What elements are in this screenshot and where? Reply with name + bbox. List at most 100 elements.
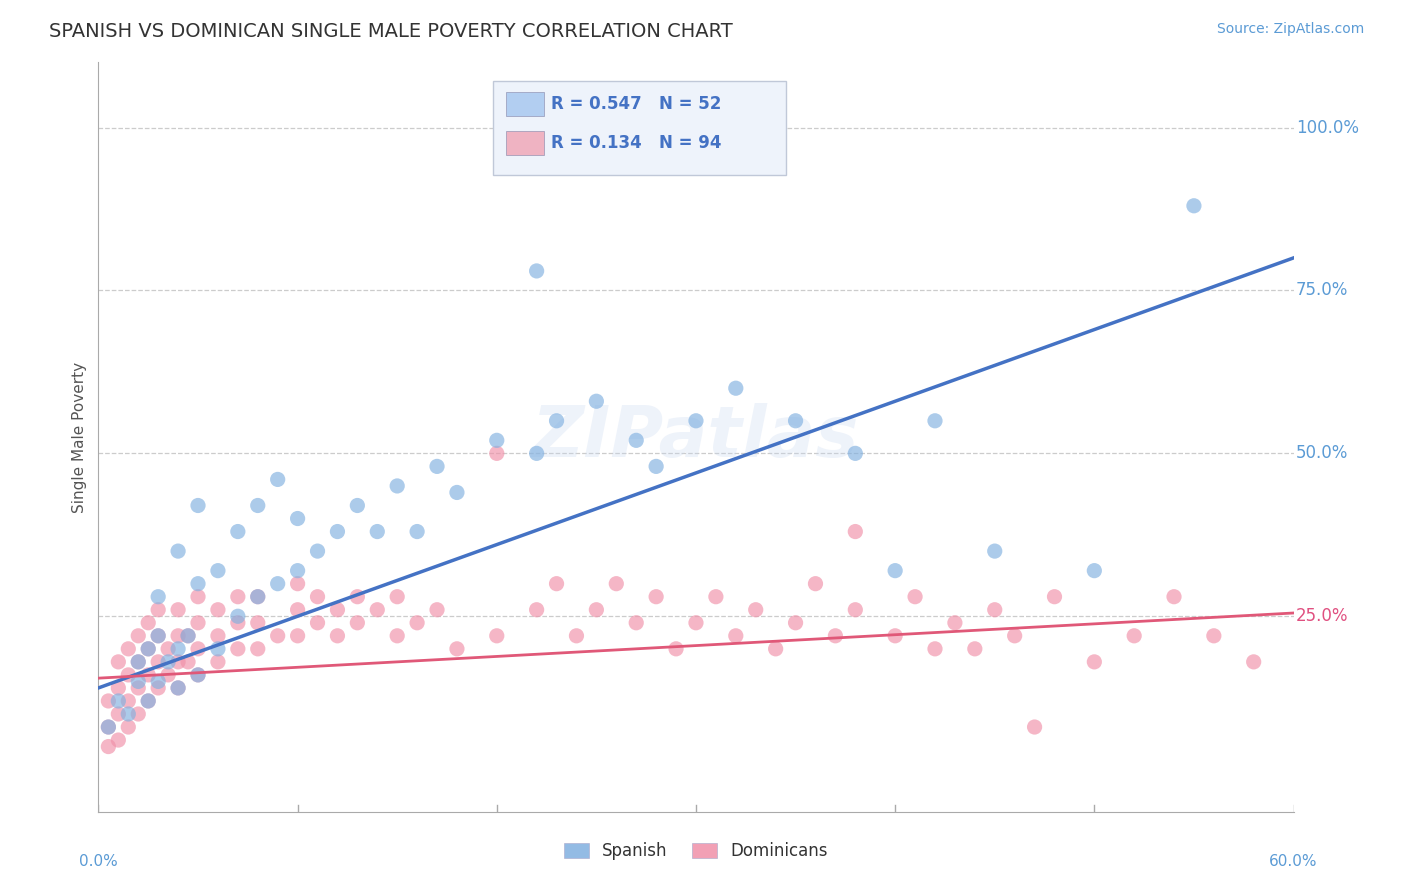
Point	[127, 706, 149, 721]
Point	[107, 681, 129, 695]
Text: R = 0.547   N = 52: R = 0.547 N = 52	[551, 95, 721, 112]
Point	[406, 615, 429, 630]
Point	[1083, 655, 1105, 669]
Point	[884, 564, 907, 578]
Point	[585, 394, 607, 409]
Point	[117, 706, 139, 721]
Point	[565, 629, 588, 643]
Text: 75.0%: 75.0%	[1296, 282, 1348, 300]
Point	[485, 446, 508, 460]
Point	[446, 485, 468, 500]
Point	[326, 524, 349, 539]
Point	[177, 655, 200, 669]
Point	[287, 629, 309, 643]
Point	[267, 472, 290, 486]
Point	[326, 629, 349, 643]
Point	[307, 615, 329, 630]
Point	[824, 629, 846, 643]
Point	[136, 694, 159, 708]
Point	[346, 615, 368, 630]
Point	[685, 615, 707, 630]
Point	[97, 720, 120, 734]
Point	[685, 414, 707, 428]
Point	[526, 603, 548, 617]
Point	[287, 576, 309, 591]
Point	[157, 668, 180, 682]
Point	[187, 668, 209, 682]
Text: R = 0.134   N = 94: R = 0.134 N = 94	[551, 134, 721, 152]
Point	[704, 590, 727, 604]
Point	[385, 479, 409, 493]
Point	[246, 615, 269, 630]
Point	[1043, 590, 1066, 604]
Point	[904, 590, 927, 604]
Point	[924, 414, 946, 428]
Point	[287, 603, 309, 617]
Point	[148, 590, 170, 604]
Point	[346, 499, 368, 513]
Point	[127, 655, 149, 669]
Point	[984, 603, 1007, 617]
Legend: Spanish, Dominicans: Spanish, Dominicans	[557, 836, 835, 867]
Point	[526, 446, 548, 460]
Point	[246, 590, 269, 604]
Point	[207, 603, 229, 617]
Point	[1083, 564, 1105, 578]
Point	[346, 590, 368, 604]
Point	[1182, 199, 1205, 213]
Point	[207, 629, 229, 643]
Point	[127, 674, 149, 689]
Point	[366, 524, 388, 539]
Point	[246, 590, 269, 604]
Point	[177, 629, 200, 643]
Point	[136, 641, 159, 656]
Point	[785, 414, 807, 428]
Point	[526, 264, 548, 278]
Point	[107, 706, 129, 721]
Point	[117, 720, 139, 734]
Point	[724, 381, 747, 395]
Point	[1202, 629, 1225, 643]
Point	[326, 603, 349, 617]
Point	[207, 655, 229, 669]
Point	[177, 629, 200, 643]
Point	[546, 576, 568, 591]
Point	[446, 641, 468, 656]
Point	[804, 576, 827, 591]
Point	[307, 544, 329, 558]
Point	[765, 641, 787, 656]
Point	[943, 615, 966, 630]
Point	[187, 668, 209, 682]
Point	[127, 681, 149, 695]
Point	[246, 641, 269, 656]
Text: 25.0%: 25.0%	[1296, 607, 1348, 625]
Point	[97, 739, 120, 754]
Point	[117, 694, 139, 708]
Point	[745, 603, 768, 617]
Text: 100.0%: 100.0%	[1296, 119, 1360, 136]
FancyBboxPatch shape	[506, 131, 544, 155]
Point	[187, 499, 209, 513]
Point	[924, 641, 946, 656]
Point	[406, 524, 429, 539]
FancyBboxPatch shape	[506, 93, 544, 116]
Point	[984, 544, 1007, 558]
Point	[97, 720, 120, 734]
Point	[148, 681, 170, 695]
Point	[1004, 629, 1026, 643]
Text: 60.0%: 60.0%	[1270, 854, 1317, 869]
Point	[645, 459, 668, 474]
Point	[167, 641, 190, 656]
Point	[307, 590, 329, 604]
Point	[167, 681, 190, 695]
Point	[167, 603, 190, 617]
Point	[167, 681, 190, 695]
Point	[546, 414, 568, 428]
Point	[107, 733, 129, 747]
Point	[148, 674, 170, 689]
Point	[844, 603, 866, 617]
Point	[157, 641, 180, 656]
Point	[844, 524, 866, 539]
Y-axis label: Single Male Poverty: Single Male Poverty	[72, 361, 87, 513]
Point	[148, 629, 170, 643]
